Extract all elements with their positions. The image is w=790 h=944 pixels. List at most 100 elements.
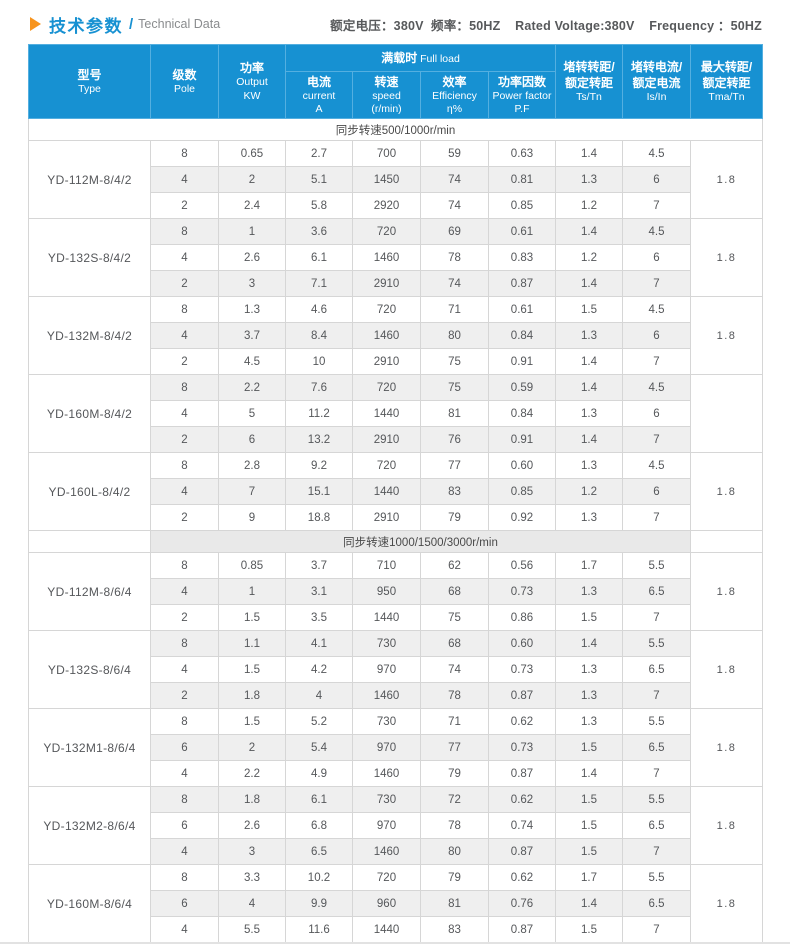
output-cell: 2.6	[218, 244, 286, 271]
data-row: 2 6 13.2 2910 76 0.91 1.4 7	[29, 426, 763, 453]
current-cell: 7.1	[285, 270, 353, 297]
efficiency-cell: 59	[420, 140, 489, 167]
is-in-cell: 7	[622, 270, 691, 297]
pole-cell: 8	[150, 452, 219, 479]
ts-tn-cell: 1.5	[555, 786, 623, 813]
col-header-pole: 级数 Pole	[150, 44, 219, 119]
pole-cell: 4	[150, 656, 219, 683]
speed-cell: 720	[352, 296, 421, 323]
efficiency-cell: 74	[420, 656, 489, 683]
power-factor-cell: 0.91	[488, 348, 556, 375]
pole-cell: 4	[150, 916, 219, 943]
pole-cell: 8	[150, 140, 219, 167]
power-factor-cell: 0.76	[488, 890, 556, 917]
current-cell: 11.2	[285, 400, 353, 427]
is-in-cell: 6	[622, 166, 691, 193]
current-cell: 7.6	[285, 374, 353, 401]
is-in-cell: 4.5	[622, 218, 691, 245]
data-row: 4 2.6 6.1 1460 78 0.83 1.2 6	[29, 244, 763, 271]
efficiency-cell: 75	[420, 348, 489, 375]
page-header: 技术参数 / Technical Data 额定电压：380V 频率：50HZ …	[0, 0, 790, 44]
efficiency-cell: 78	[420, 682, 489, 709]
ts-tn-cell: 1.4	[555, 760, 623, 787]
efficiency-cell: 79	[420, 864, 489, 891]
page-bottom-divider	[0, 942, 790, 944]
data-row: 6 2 5.4 970 77 0.73 1.5 6.5	[29, 734, 763, 761]
col-header-full-load: 满载时 Full load	[285, 44, 556, 72]
speed-cell: 1460	[352, 682, 421, 709]
pole-cell: 4	[150, 578, 219, 605]
efficiency-cell: 62	[420, 552, 489, 579]
power-factor-cell: 0.87	[488, 916, 556, 943]
current-cell: 11.6	[285, 916, 353, 943]
is-in-cell: 5.5	[622, 630, 691, 657]
is-in-cell: 5.5	[622, 786, 691, 813]
is-in-cell: 5.5	[622, 552, 691, 579]
col-pole-cn: 级数	[172, 67, 197, 82]
efficiency-cell: 71	[420, 296, 489, 323]
pole-cell: 8	[150, 630, 219, 657]
ts-tn-cell: 1.5	[555, 296, 623, 323]
speed-cell: 1460	[352, 244, 421, 271]
output-cell: 2.2	[218, 760, 286, 787]
pole-cell: 2	[150, 504, 219, 531]
pole-cell: 2	[150, 426, 219, 453]
is-in-cell: 5.5	[622, 864, 691, 891]
speed-cell: 720	[352, 374, 421, 401]
ts-tn-cell: 1.4	[555, 140, 623, 167]
is-in-cell: 6.5	[622, 890, 691, 917]
output-cell: 5.5	[218, 916, 286, 943]
power-factor-cell: 0.62	[488, 786, 556, 813]
current-cell: 5.1	[285, 166, 353, 193]
data-row: 2 9 18.8 2910 79 0.92 1.3 7	[29, 504, 763, 531]
data-row: YD-132S-8/4/2 8 1 3.6 720 69 0.61 1.4 4.5 1.8	[28, 218, 763, 297]
pole-cell: 8	[150, 374, 219, 401]
ts-tn-cell: 1.3	[555, 504, 623, 531]
output-cell: 1.3	[218, 296, 286, 323]
pole-cell: 8	[150, 786, 219, 813]
speed-cell: 970	[352, 656, 421, 683]
output-cell: 2	[218, 166, 286, 193]
power-factor-cell: 0.59	[488, 374, 556, 401]
col-is-en: Is/In	[646, 91, 667, 104]
efficiency-cell: 68	[420, 630, 489, 657]
col-header-ts-tn: 堵转转距/ 额定转距 Ts/Tn	[555, 44, 623, 119]
tma-tn-cell: 1.8	[690, 786, 763, 865]
power-factor-cell: 0.56	[488, 552, 556, 579]
speed-cell: 1460	[352, 760, 421, 787]
ts-tn-cell: 1.2	[555, 478, 623, 505]
data-row: 2 1.5 3.5 1440 75 0.86 1.5 7	[29, 604, 763, 631]
section-spacer-left	[28, 530, 151, 553]
pole-cell: 4	[150, 322, 219, 349]
data-row: 4 5 11.2 1440 81 0.84 1.3 6	[29, 400, 763, 427]
data-row: YD-112M-8/4/2 8 0.65 2.7 700 59 0.63 1.4 4.5 1.8	[28, 140, 763, 219]
efficiency-cell: 78	[420, 812, 489, 839]
pole-cell: 6	[150, 734, 219, 761]
col-speed-cn: 转速	[374, 74, 399, 89]
efficiency-cell: 75	[420, 604, 489, 631]
col-speed-en: speed (r/min)	[371, 89, 402, 116]
output-cell: 9	[218, 504, 286, 531]
efficiency-cell: 74	[420, 192, 489, 219]
ts-tn-cell: 1.7	[555, 552, 623, 579]
ts-tn-cell: 1.4	[555, 218, 623, 245]
ts-tn-cell: 1.4	[555, 348, 623, 375]
output-cell: 2	[218, 734, 286, 761]
current-cell: 6.5	[285, 838, 353, 865]
speed-cell: 970	[352, 734, 421, 761]
col-current-cn: 电流	[306, 74, 331, 89]
ts-tn-cell: 1.3	[555, 166, 623, 193]
data-row: YD-132M1-8/6/4 8 1.5 5.2 730 71 0.62 1.3 5.5 1.8	[28, 708, 763, 787]
data-row: 4 2 5.1 1450 74 0.81 1.3 6	[29, 166, 763, 193]
is-in-cell: 6	[622, 322, 691, 349]
tma-tn-cell	[690, 374, 763, 453]
ts-tn-cell: 1.4	[555, 630, 623, 657]
efficiency-cell: 78	[420, 244, 489, 271]
output-cell: 1	[218, 578, 286, 605]
efficiency-cell: 69	[420, 218, 489, 245]
speed-cell: 720	[352, 864, 421, 891]
data-row: 4 5.5 11.6 1440 83 0.87 1.5 7	[29, 916, 763, 943]
power-factor-cell: 0.84	[488, 322, 556, 349]
pole-cell: 2	[150, 682, 219, 709]
pole-cell: 6	[150, 890, 219, 917]
